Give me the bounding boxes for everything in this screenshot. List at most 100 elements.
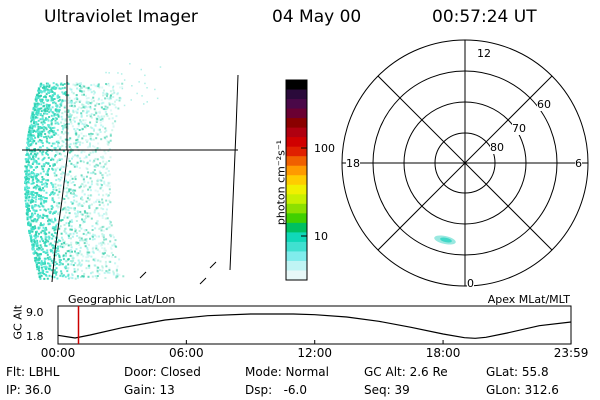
emission-pixel	[102, 173, 105, 176]
emission-pixel	[37, 213, 39, 216]
emission-pixel	[34, 227, 37, 230]
emission-pixel	[92, 90, 95, 93]
emission-pixel	[89, 115, 92, 118]
emission-pixel	[65, 260, 68, 263]
emission-pixel	[35, 257, 38, 259]
emission-pixel	[104, 152, 107, 155]
emission-pixel	[40, 264, 43, 266]
emission-pixel	[58, 152, 61, 155]
emission-pixel	[63, 187, 66, 190]
colorbar-band	[286, 175, 307, 186]
altitude-axis-label: GC Alt	[11, 304, 25, 340]
emission-pixel	[55, 232, 58, 235]
emission-pixel	[70, 88, 73, 91]
emission-pixel	[25, 183, 28, 186]
emission-pixel	[28, 169, 30, 172]
emission-pixel	[41, 98, 44, 101]
emission-pixel	[43, 112, 45, 115]
emission-pixel	[26, 190, 29, 193]
emission-pixel	[64, 155, 67, 158]
emission-pixel	[80, 253, 83, 256]
emission-pixel	[29, 140, 32, 142]
emission-pixel	[73, 105, 76, 108]
emission-pixel	[58, 106, 61, 109]
emission-pixel	[76, 264, 79, 267]
emission-pixel	[40, 139, 43, 142]
emission-pixel	[81, 204, 83, 207]
emission-pixel	[89, 212, 92, 215]
emission-pixel	[27, 143, 30, 146]
emission-pixel	[45, 93, 48, 96]
emission-pixel	[81, 150, 84, 152]
emission-pixel	[74, 189, 77, 192]
emission-pixel	[61, 263, 64, 266]
emission-pixel	[30, 134, 33, 137]
emission-pixel	[35, 96, 38, 98]
emission-pixel	[33, 158, 36, 161]
aurora-emission-pixels	[24, 63, 162, 280]
emission-pixel	[111, 129, 114, 132]
emission-pixel	[78, 129, 81, 131]
emission-pixel	[102, 208, 105, 211]
emission-pixel	[57, 109, 60, 112]
emission-pixel	[129, 63, 131, 65]
emission-pixel	[85, 86, 88, 89]
emission-pixel	[63, 198, 66, 200]
emission-pixel	[62, 254, 65, 257]
emission-pixel	[96, 198, 99, 201]
emission-pixel	[107, 141, 110, 144]
emission-pixel	[44, 238, 47, 241]
emission-pixel	[70, 241, 73, 244]
emission-pixel	[50, 220, 53, 223]
emission-pixel	[90, 84, 93, 87]
emission-pixel	[55, 105, 58, 107]
emission-pixel	[38, 92, 40, 95]
emission-pixel	[36, 266, 39, 268]
emission-pixel	[99, 201, 102, 204]
emission-pixel	[30, 123, 33, 126]
emission-pixel	[108, 148, 111, 151]
emission-pixel	[69, 120, 72, 123]
emission-pixel	[54, 102, 57, 105]
emission-pixel	[42, 101, 45, 104]
emission-pixel	[108, 220, 111, 223]
emission-pixel	[44, 200, 46, 203]
emission-pixel	[65, 265, 68, 268]
emission-pixel	[107, 195, 109, 198]
emission-pixel	[115, 270, 118, 273]
emission-pixel	[90, 203, 93, 206]
geo-tick-mark	[139, 271, 147, 279]
emission-pixel	[45, 137, 48, 140]
emission-pixel	[69, 113, 72, 116]
emission-pixel	[83, 90, 86, 93]
emission-pixel	[36, 102, 39, 105]
emission-pixel	[68, 145, 71, 148]
emission-pixel	[24, 199, 27, 202]
emission-pixel	[45, 200, 48, 203]
emission-pixel	[96, 178, 99, 181]
emission-pixel	[96, 119, 99, 122]
emission-pixel	[30, 234, 33, 237]
emission-pixel	[56, 277, 59, 280]
emission-pixel	[108, 255, 111, 258]
emission-pixel	[99, 187, 102, 190]
emission-pixel	[29, 224, 32, 227]
emission-pixel	[54, 247, 57, 250]
emission-pixel	[106, 183, 109, 186]
emission-pixel	[105, 163, 108, 165]
emission-pixel	[78, 261, 81, 264]
emission-pixel	[77, 241, 80, 244]
emission-pixel	[77, 124, 80, 127]
emission-pixel	[100, 252, 103, 255]
emission-pixel	[42, 84, 45, 87]
emission-pixel	[104, 249, 107, 252]
emission-pixel	[49, 242, 52, 245]
emission-pixel	[56, 129, 59, 132]
emission-pixel	[52, 87, 55, 90]
emission-pixel	[46, 105, 49, 108]
emission-pixel	[62, 92, 65, 95]
emission-pixel	[45, 179, 48, 182]
emission-pixel	[55, 267, 58, 270]
emission-pixel	[46, 216, 49, 219]
door-status: Door: Closed	[124, 365, 201, 379]
